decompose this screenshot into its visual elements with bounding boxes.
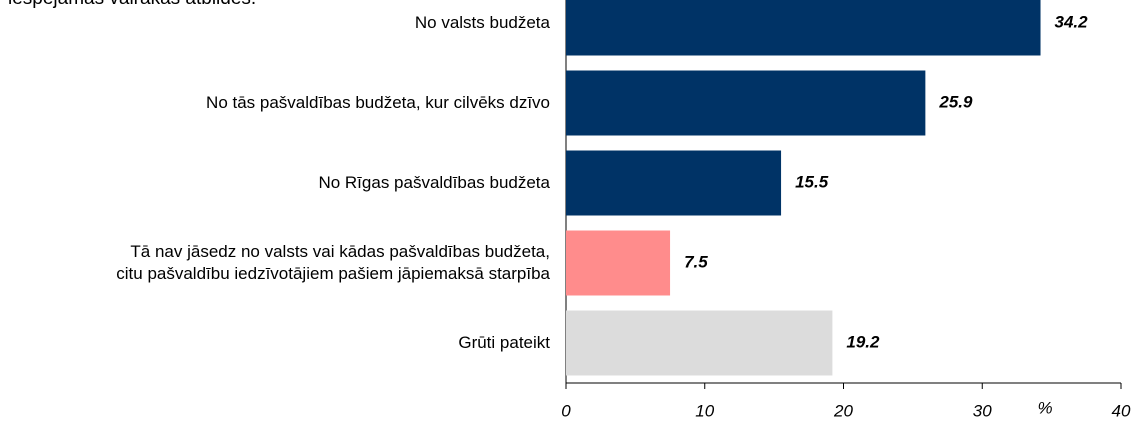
y-tick-label: No valsts budžeta	[414, 13, 550, 32]
x-axis-label: %	[1037, 398, 1052, 417]
value-label: 34.2	[1055, 12, 1089, 31]
subtitle: iespējamas vairākas atbildes.	[8, 0, 256, 10]
x-tick-label: 10	[695, 401, 714, 420]
x-tick-label: 30	[973, 401, 992, 420]
y-tick-label: No Rīgas pašvaldības budžeta	[318, 173, 550, 192]
x-tick-label: 40	[1112, 401, 1131, 420]
bar	[566, 70, 926, 136]
value-label: 25.9	[938, 92, 973, 111]
x-tick-label: 20	[833, 401, 853, 420]
y-tick-label: Grūti pateikt	[458, 333, 550, 352]
value-label: 7.5	[684, 252, 708, 271]
y-tick-label: No tās pašvaldības budžeta, kur cilvēks …	[206, 93, 550, 112]
value-label: 15.5	[795, 172, 829, 191]
bar	[566, 150, 782, 216]
bar	[566, 0, 1041, 56]
bar	[566, 230, 671, 296]
value-label: 19.2	[846, 332, 880, 351]
y-tick-label: Tā nav jāsedz no valsts vai kādas pašval…	[116, 242, 550, 283]
x-tick-label: 0	[561, 401, 571, 420]
bar	[566, 310, 833, 376]
